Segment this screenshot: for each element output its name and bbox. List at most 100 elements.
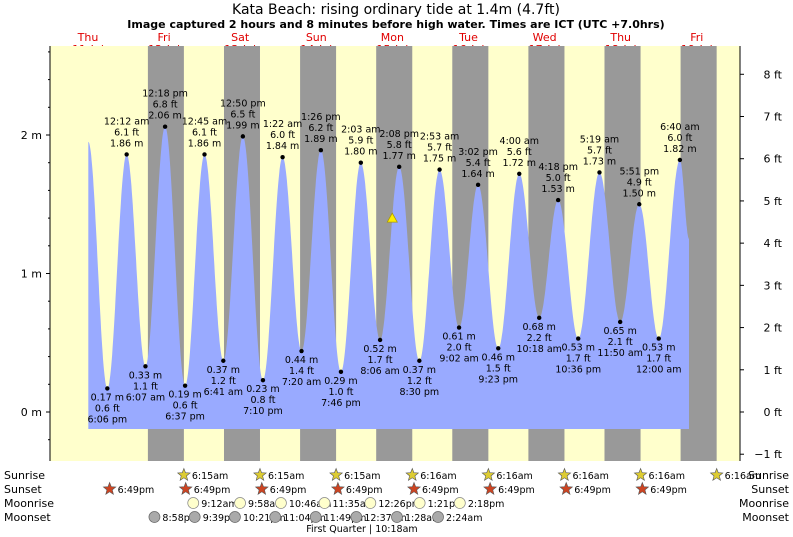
low-tide-meters: 0.68 m <box>522 322 555 333</box>
right-axis-label: 5 ft <box>764 195 783 208</box>
right-axis-label: 3 ft <box>764 279 783 292</box>
low-tide-point <box>221 358 226 363</box>
low-tide-time: 8:06 am <box>360 366 399 377</box>
low-tide-time: 9:02 am <box>439 354 478 365</box>
high-tide-meters: 1.99 m <box>226 120 259 131</box>
high-tide-meters: 1.53 m <box>541 184 574 195</box>
low-tide-meters: 0.65 m <box>603 326 636 337</box>
low-tide-time: 6:07 am <box>126 392 165 403</box>
moonrise-icon <box>187 497 200 509</box>
low-tide-feet: 1.5 ft <box>486 363 511 374</box>
sunset-row-label-right: Sunset <box>751 483 789 496</box>
moonrise-time: 1:21pm <box>428 499 465 510</box>
high-tide-time: 5:51 pm <box>619 166 659 177</box>
low-tide-feet: 1.2 ft <box>407 376 432 387</box>
high-tide-feet: 6.1 ft <box>114 127 139 138</box>
sunset-icon <box>483 481 498 495</box>
sunrise-time: 6:15am <box>268 471 304 482</box>
high-tide-feet: 5.7 ft <box>587 145 612 156</box>
sunset-icon <box>178 481 193 495</box>
moonset-time: 1:28am <box>405 513 441 524</box>
sunrise-time: 6:16am <box>572 471 608 482</box>
low-tide-point <box>105 386 110 391</box>
right-axis-label: 1 ft <box>764 364 783 377</box>
high-tide-meters: 1.86 m <box>110 138 143 149</box>
high-tide-point <box>597 170 602 175</box>
moonset-icon <box>309 511 322 523</box>
day-name-label: Sun <box>306 31 327 44</box>
moon-phase-label: First Quarter | 10:18am <box>306 524 417 535</box>
low-tide-meters: 0.44 m <box>285 355 318 366</box>
right-axis-label: −1 ft <box>754 448 782 461</box>
low-tide-feet: 1.7 ft <box>566 354 591 365</box>
moonrise-row-label-right: Moonrise <box>739 497 789 510</box>
left-axis-label: 2 m <box>21 129 42 142</box>
high-tide-point <box>124 152 129 157</box>
sunrise-time: 6:15am <box>192 471 228 482</box>
low-tide-time: 11:50 am <box>597 348 642 359</box>
high-tide-point <box>677 157 683 163</box>
moonset-icon <box>269 511 282 523</box>
high-tide-point <box>555 197 561 203</box>
low-tide-time: 6:06 pm <box>88 414 128 425</box>
axes: 0 m 1 m 2 m −1 ft 0 ft 1 ft 2 ft 3 ft 4 ft 5 ft 6 … <box>21 51 783 461</box>
high-tide-time: 12:18 pm <box>142 89 188 100</box>
moonset-time: 11:49pm <box>324 513 367 524</box>
low-tide-meters: 0.17 m <box>91 392 124 403</box>
high-tide-time: 12:45 am <box>182 116 227 127</box>
right-axis-label: 8 ft <box>764 68 783 81</box>
moonset-time: 11:04pm <box>283 513 326 524</box>
low-tide-meters: 0.23 m <box>246 384 279 395</box>
sunset-time: 6:49pm <box>650 485 687 496</box>
high-tide-time: 12:12 am <box>104 116 149 127</box>
right-axis-label: 7 ft <box>764 110 783 123</box>
high-tide-time: 12:50 pm <box>220 98 266 109</box>
low-tide-point <box>260 377 266 383</box>
day-name-label: Mon <box>381 31 404 44</box>
moonrise-icon <box>275 497 287 509</box>
low-tide-time: 10:18 am <box>516 344 561 355</box>
sunrise-time: 6:16am <box>725 471 761 482</box>
high-tide-feet: 5.8 ft <box>387 140 412 151</box>
low-tide-time: 6:37 pm <box>165 412 205 423</box>
sunset-row-label-left: Sunset <box>4 483 42 496</box>
sunset-time: 6:49pm <box>346 485 383 496</box>
high-tide-point <box>517 171 522 176</box>
low-tide-point <box>182 383 188 388</box>
high-tide-point <box>396 164 402 170</box>
low-tide-meters: 0.37 m <box>403 365 436 376</box>
right-axis-label: 2 ft <box>764 322 783 335</box>
low-tide-feet: 1.4 ft <box>289 366 314 377</box>
sunset-time: 6:49pm <box>574 485 611 496</box>
high-tide-meters: 1.72 m <box>503 158 536 169</box>
low-tide-time: 10:36 pm <box>555 365 601 376</box>
high-tide-meters: 1.86 m <box>188 138 221 149</box>
high-tide-meters: 2.06 m <box>148 111 181 122</box>
low-tide-feet: 1.1 ft <box>133 381 158 392</box>
moonrise-time: 12:26pm <box>378 499 421 510</box>
high-tide-point <box>280 154 285 160</box>
sunrise-icon <box>176 467 191 481</box>
low-tide-meters: 0.29 m <box>324 376 357 387</box>
low-tide-feet: 2.1 ft <box>608 337 633 348</box>
left-axis-label: 1 m <box>21 268 42 281</box>
sunrise-icon <box>557 467 572 481</box>
chart-title: Kata Beach: rising ordinary tide at 1.4m… <box>232 2 560 18</box>
sunset-time: 6:49pm <box>270 485 307 496</box>
low-tide-time: 7:20 am <box>282 377 321 388</box>
moonset-icon <box>188 511 201 523</box>
high-tide-feet: 6.8 ft <box>153 100 178 111</box>
sunrise-icon <box>329 467 344 481</box>
moonset-time: 9:39pm <box>203 513 240 524</box>
high-tide-feet: 6.2 ft <box>308 123 333 134</box>
moonrise-time: 9:12am <box>201 499 237 510</box>
high-tide-point <box>202 152 207 157</box>
day-name-label: Tue <box>458 31 478 44</box>
moonset-icon <box>148 511 161 523</box>
low-tide-meters: 0.19 m <box>168 390 201 401</box>
high-tide-time: 5:19 am <box>580 134 619 145</box>
sunset-time: 6:49pm <box>422 485 459 496</box>
sunrise-time: 6:15am <box>344 471 380 482</box>
moonrise-icon <box>364 497 377 509</box>
